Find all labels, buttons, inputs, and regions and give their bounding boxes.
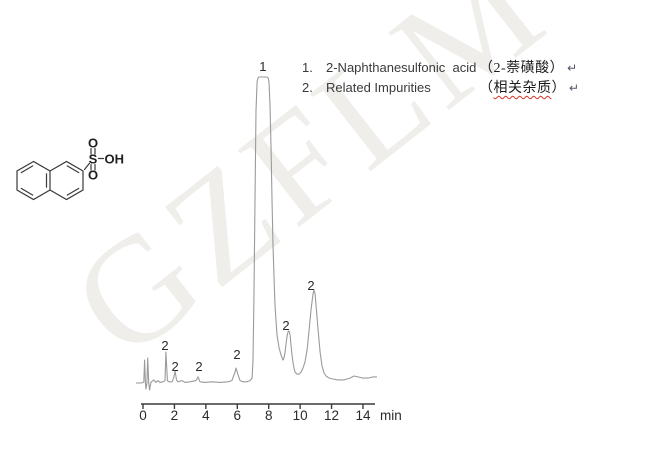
x-axis-unit-label: min — [380, 408, 402, 423]
molecule-bonds — [16, 147, 105, 201]
peak-label: 2 — [171, 359, 178, 374]
legend-item-cn: 相关杂质 — [493, 81, 552, 96]
naphthalene-right-ring — [49, 160, 84, 201]
peak-label: 2 — [161, 338, 168, 353]
peak-label: 2 — [307, 278, 314, 293]
legend-item: 2. Related Impurities （ 相关杂质 ） ↵ — [302, 77, 579, 97]
legend-item-cn-close: ） — [551, 81, 566, 96]
double-bond — [66, 187, 80, 196]
atom-label-o-top: O — [88, 136, 98, 151]
double-bond — [66, 165, 80, 174]
peak-label: 1 — [259, 59, 266, 74]
legend-item-cn-open: （ — [479, 61, 494, 76]
legend-item-name: Related Impurities — [326, 80, 431, 95]
double-bond — [20, 165, 34, 174]
legend-item-number: 2. — [302, 80, 313, 95]
x-axis-tick-label: 10 — [293, 408, 308, 423]
legend-item-name: 2-Naphthanesulfonic acid — [326, 60, 477, 75]
legend-item-number: 1. — [302, 60, 313, 75]
x-axis-tick-label: 12 — [324, 408, 339, 423]
legend-item: 1. 2-Naphthanesulfonic acid （ 2-萘磺酸 ） ↵ — [302, 57, 579, 77]
paragraph-return-icon: ↵ — [567, 61, 578, 75]
double-bond — [20, 187, 34, 196]
atom-label-o-bottom: O — [88, 168, 98, 183]
x-axis-tick-label: 14 — [355, 408, 371, 423]
atom-label-s: S — [89, 152, 98, 167]
atom-label-oh: OH — [105, 152, 125, 167]
legend-item-cn-open: （ — [479, 81, 494, 96]
paragraph-return-icon: ↵ — [569, 81, 580, 95]
legend-item-cn-close: ） — [549, 61, 565, 76]
peak-label: 2 — [282, 318, 289, 333]
peak-label: 2 — [233, 347, 240, 362]
x-axis-tick-label: 4 — [202, 408, 210, 423]
x-axis-tick-label: 0 — [139, 408, 147, 423]
chromatogram-trace — [135, 76, 377, 391]
x-axis-tick-label: 6 — [234, 408, 242, 423]
peak-label: 2 — [195, 359, 202, 374]
x-axis-tick-label: 2 — [171, 408, 179, 423]
bond-ring-to-sulfur — [83, 162, 91, 171]
legend-item-cn: 2-萘磺酸 — [493, 61, 550, 76]
legend: 1. 2-Naphthanesulfonic acid （ 2-萘磺酸 ） ↵ … — [302, 57, 579, 97]
x-axis-tick-label: 8 — [265, 408, 273, 423]
